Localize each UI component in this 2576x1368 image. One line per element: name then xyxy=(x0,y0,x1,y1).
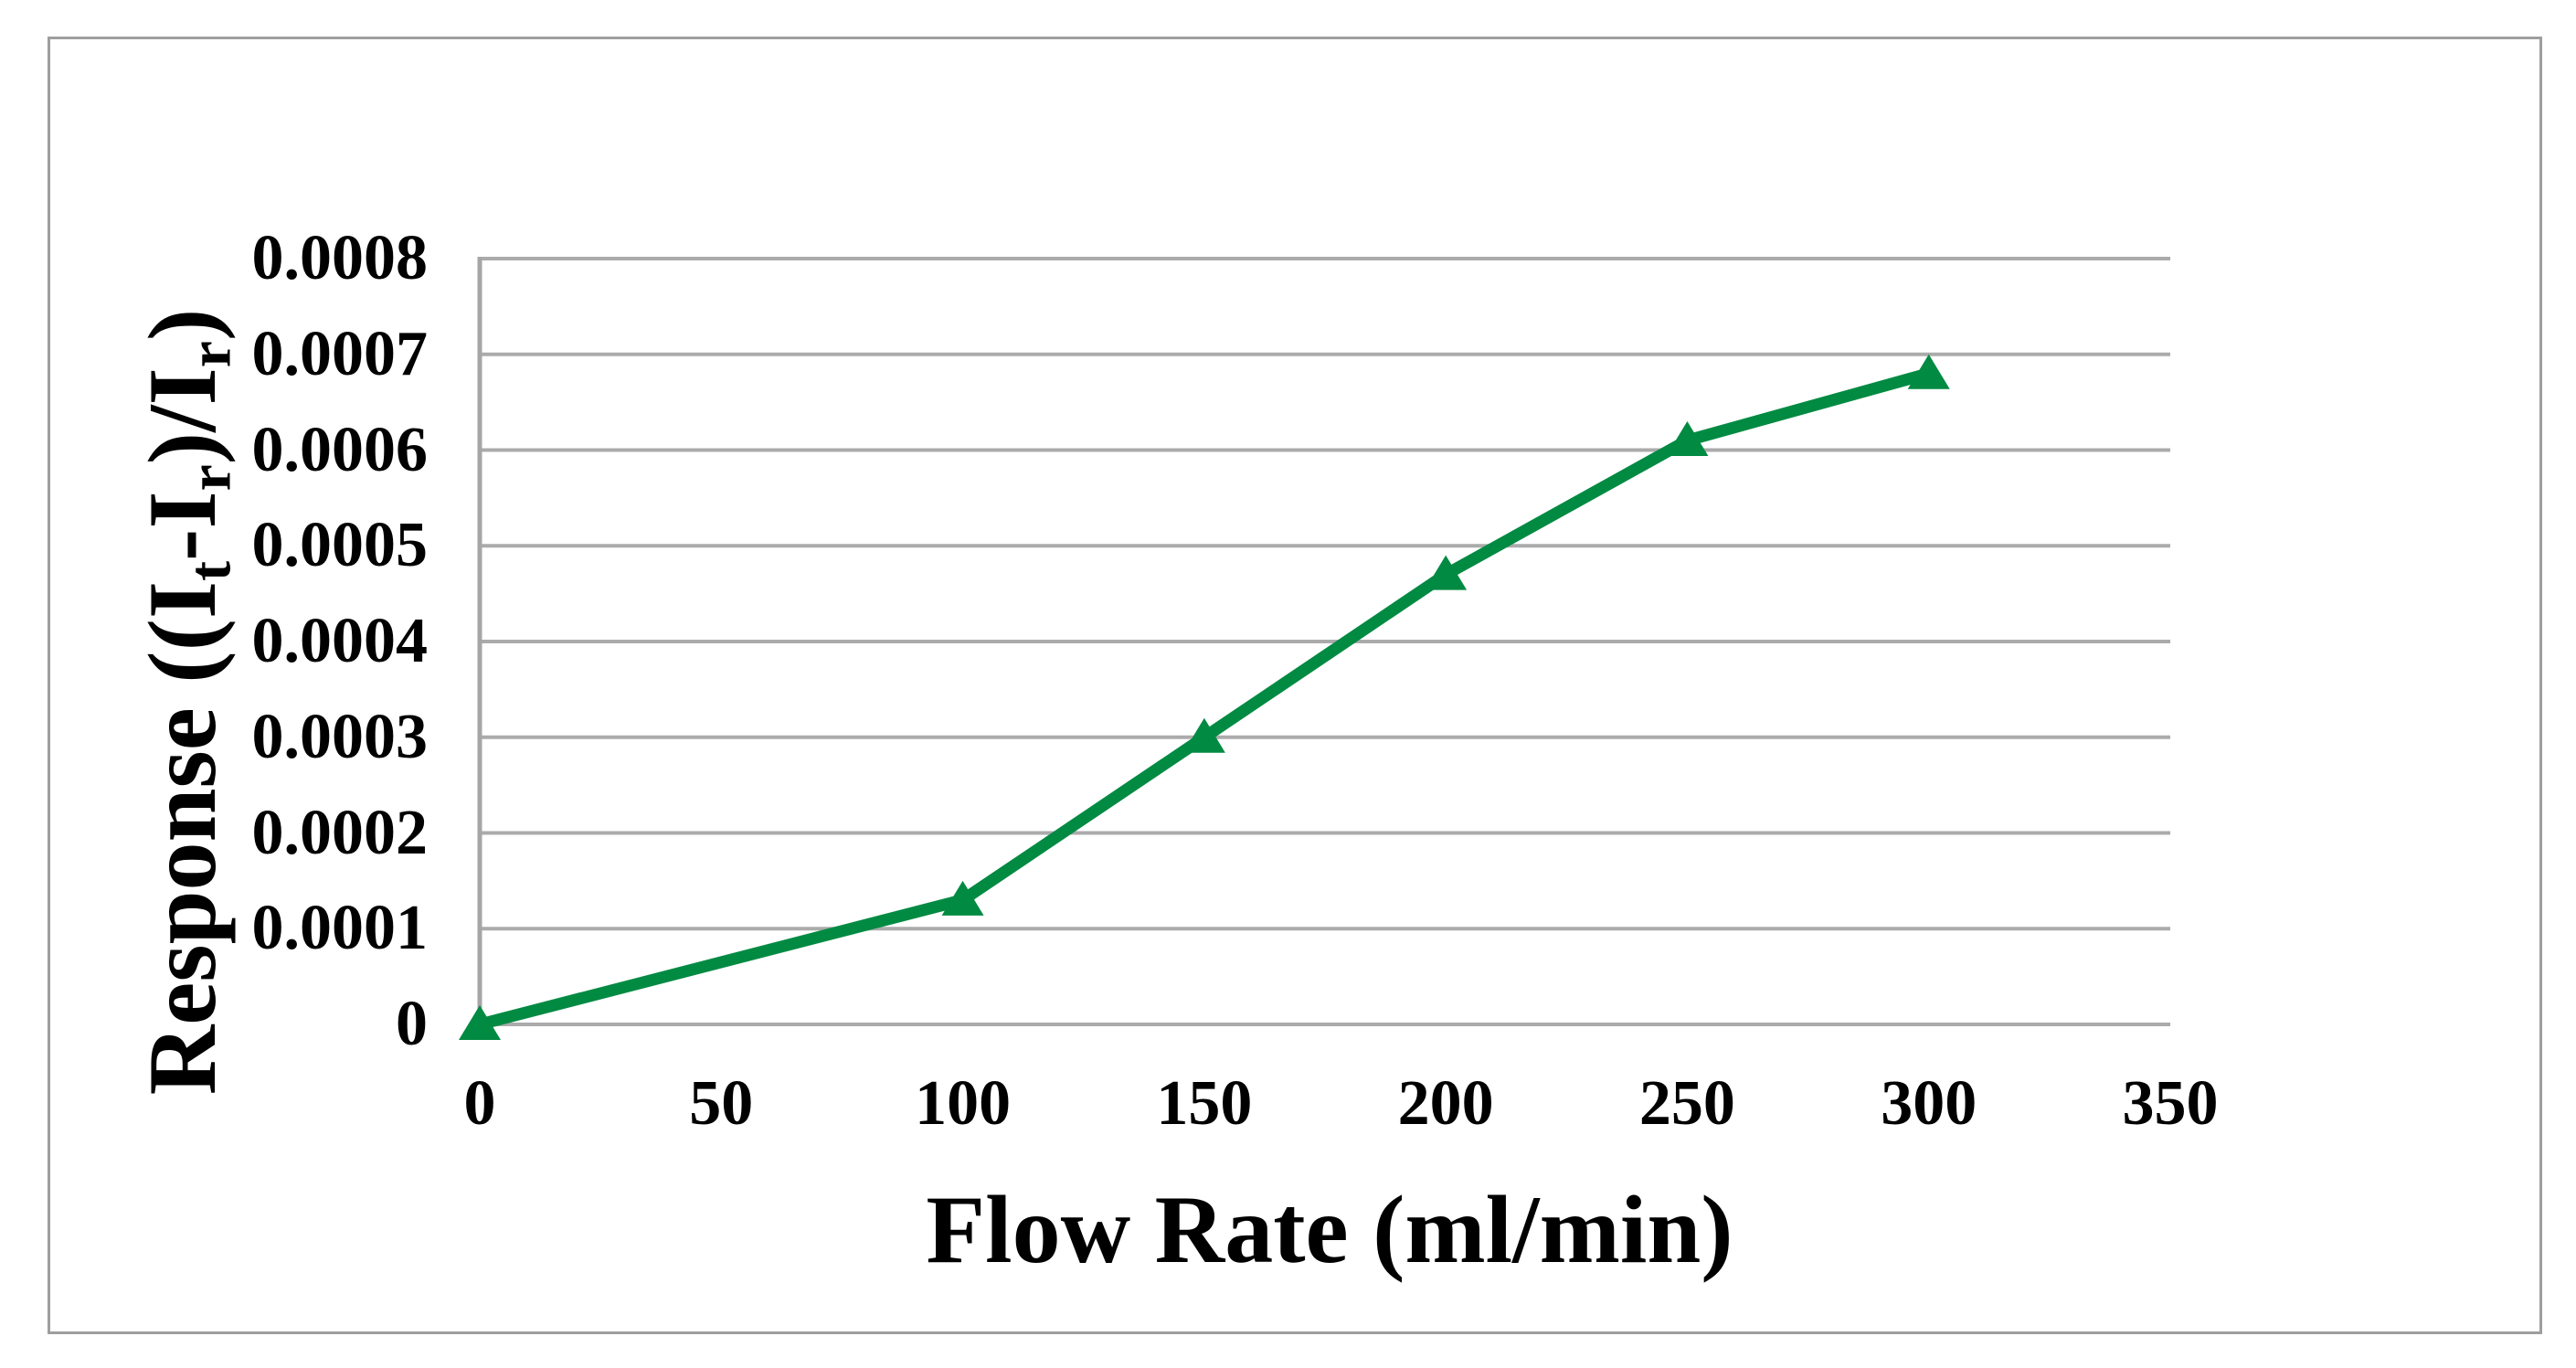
x-tick-label: 50 xyxy=(689,1068,754,1139)
y-tick-label: 0.0003 xyxy=(251,701,429,772)
y-axis-title-subscript: r xyxy=(176,464,244,492)
x-tick-label: 250 xyxy=(1638,1068,1735,1139)
chart-border xyxy=(48,37,2542,1334)
data-point-marker xyxy=(1907,354,1950,389)
y-tick-label: 0.0002 xyxy=(251,797,429,868)
y-axis-title: Response ((It-Ir)/Ir) xyxy=(127,308,243,1096)
x-axis-title: Flow Rate (ml/min) xyxy=(926,1176,1733,1283)
x-tick-label: 0 xyxy=(463,1068,496,1139)
x-tick-label: 300 xyxy=(1881,1068,1977,1139)
y-axis-title-subscript: t xyxy=(176,560,244,581)
y-tick-label: 0.0001 xyxy=(251,893,429,964)
data-point-marker xyxy=(1425,555,1468,590)
data-point-markers xyxy=(459,354,1950,1040)
y-tick-label: 0 xyxy=(396,989,428,1059)
y-tick-label: 0.0004 xyxy=(251,606,429,676)
x-tick-label: 150 xyxy=(1156,1068,1253,1139)
series-line xyxy=(473,367,1935,1031)
data-point-marker xyxy=(941,880,984,916)
x-tick-label: 200 xyxy=(1397,1068,1494,1139)
y-tick-label: 0.0005 xyxy=(251,510,429,581)
y-axis-title-text: -I xyxy=(129,491,236,561)
x-tick-label: 350 xyxy=(2122,1068,2219,1139)
y-tick-label: 0.0008 xyxy=(251,223,429,293)
data-series xyxy=(473,367,1935,1031)
data-point-marker xyxy=(1182,717,1225,753)
data-point-marker xyxy=(459,1005,501,1040)
y-tick-label: 0.0007 xyxy=(251,318,429,389)
y-axis-title-text: Response ((I xyxy=(129,580,236,1096)
y-axis-title-text: ) xyxy=(129,308,236,342)
data-point-marker xyxy=(1666,421,1709,457)
gridlines xyxy=(480,257,2170,1026)
x-tick-label: 100 xyxy=(915,1068,1012,1139)
y-tick-label: 0.0006 xyxy=(251,414,429,485)
y-axis-title-text: )/I xyxy=(129,367,236,465)
y-axis-title-subscript: r xyxy=(176,341,244,368)
